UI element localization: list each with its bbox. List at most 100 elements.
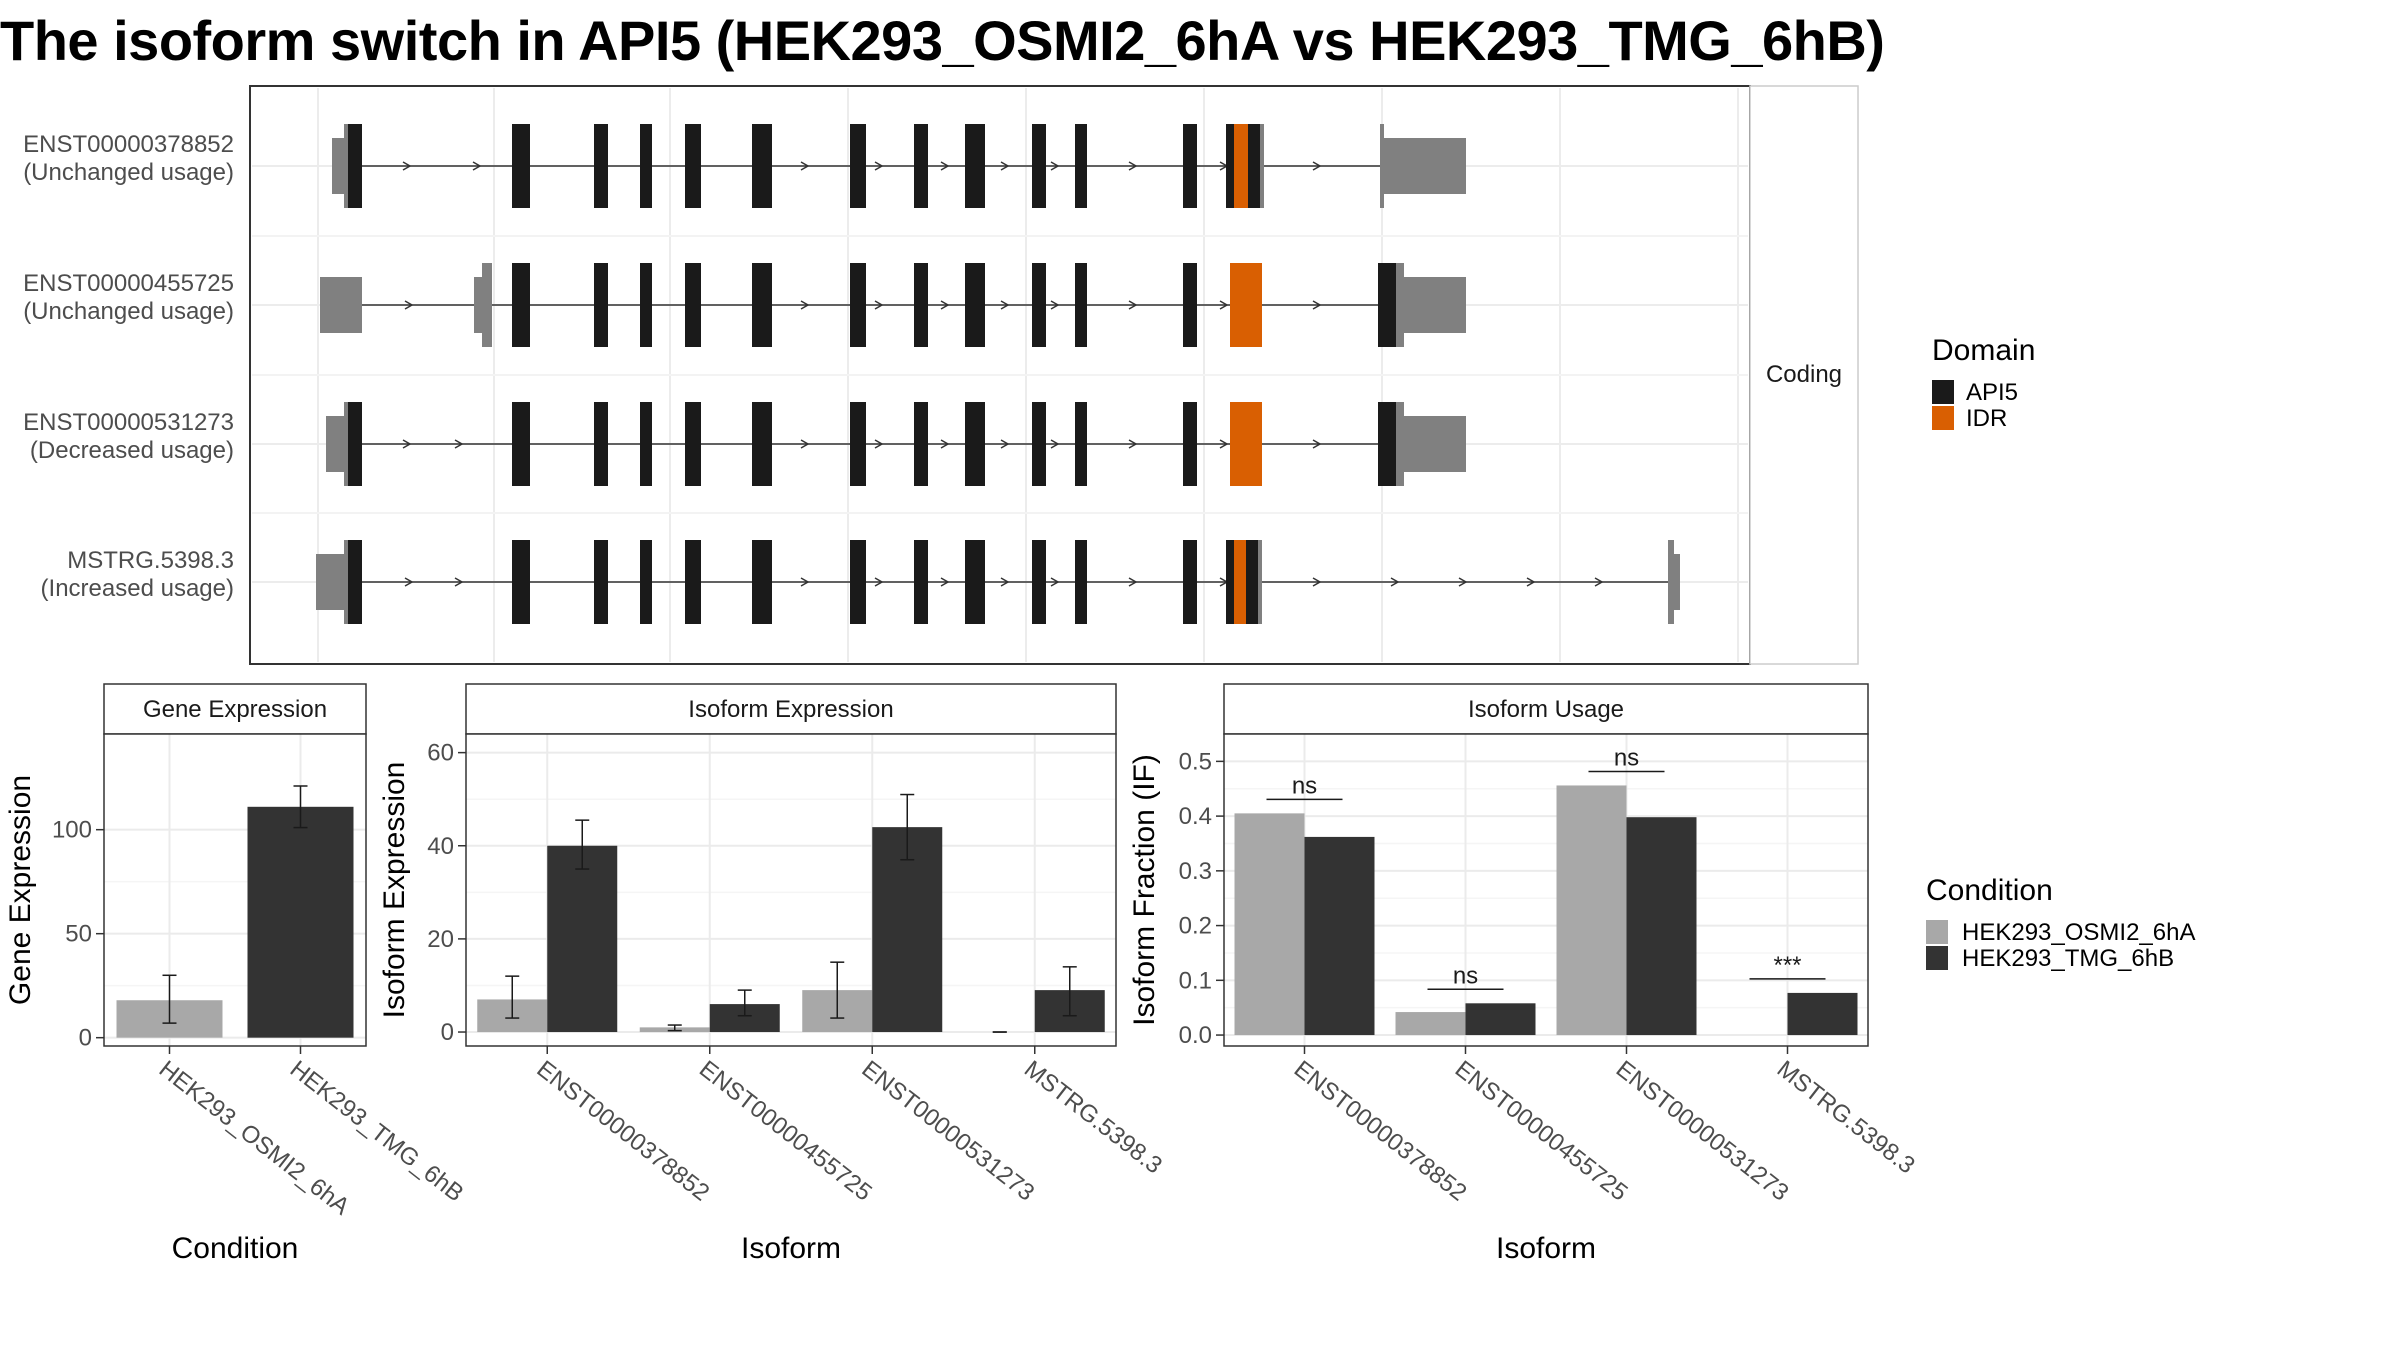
y-axis-title: Gene Expression: [4, 775, 37, 1005]
bar-HEK293_OSMI2_6hA: [1234, 813, 1305, 1036]
strand-arrow: [1312, 439, 1322, 449]
strand-arrow: [940, 300, 950, 310]
strand-arrow: [1050, 439, 1060, 449]
api5-exon: [914, 124, 928, 208]
strand-arrow: [1050, 577, 1060, 587]
api5-exon: [1378, 402, 1396, 486]
idr-exon: [1232, 124, 1248, 208]
utr-exon: [1260, 124, 1264, 208]
strand-arrow: [874, 439, 884, 449]
x-tick-label: ENST00000455725: [1450, 1055, 1633, 1206]
api5-exon: [594, 263, 608, 347]
api5-exon: [1183, 124, 1197, 208]
coding-strip: [1749, 85, 1859, 665]
x-axis-title: Isoform: [741, 1232, 841, 1265]
strand-arrow: [874, 577, 884, 587]
strand-arrow: [940, 439, 950, 449]
y-tick-label: 0.2: [1179, 913, 1212, 940]
idr-exon: [1230, 402, 1262, 486]
utr-edge: [344, 402, 348, 486]
strand-arrow: [1128, 300, 1138, 310]
api5-exon: [850, 402, 866, 486]
api5-exon: [965, 540, 985, 624]
facet-strip-label: Isoform Usage: [1468, 696, 1624, 723]
utr3-block: [1674, 554, 1680, 610]
api5-exon: [1248, 124, 1260, 208]
bar-HEK293_OSMI2_6hA: [1556, 785, 1627, 1036]
api5-exon: [914, 540, 928, 624]
api5-exon: [348, 402, 362, 486]
api5-exon: [752, 402, 772, 486]
bar-HEK293_TMG_6hB: [872, 827, 943, 1033]
utr3-block: [1404, 416, 1466, 472]
api5-exon: [965, 263, 985, 347]
legend-label-tmg: HEK293_TMG_6hB: [1962, 945, 2174, 972]
api5-exon: [914, 263, 928, 347]
y-tick-label: 0: [79, 1025, 92, 1052]
strand-arrow: [874, 300, 884, 310]
api5-exon: [685, 263, 701, 347]
api5-exon: [512, 402, 530, 486]
strand-arrow: [1526, 577, 1536, 587]
bar-HEK293_TMG_6hB: [1626, 817, 1697, 1036]
strand-arrow: [1050, 161, 1060, 171]
x-tick-label: ENST00000455725: [694, 1055, 877, 1206]
strand-arrow: [472, 161, 482, 171]
api5-exon: [640, 540, 652, 624]
condition-legend: Condition HEK293_OSMI2_6hA HEK293_TMG_6h…: [1926, 874, 2195, 972]
x-tick-label: ENST00000378852: [1289, 1055, 1472, 1206]
api5-exon: [1032, 402, 1046, 486]
strand-arrow: [404, 300, 414, 310]
condition-legend-title: Condition: [1926, 874, 2053, 907]
api5-exon: [1183, 402, 1197, 486]
y-tick-label: 40: [427, 833, 454, 860]
api5-exon: [348, 124, 362, 208]
api5-exon: [1075, 540, 1087, 624]
gene-structure-panel: Coding ENST00000378852(Unchanged usage)E…: [23, 85, 1859, 665]
facet-strip-label: Isoform Expression: [688, 696, 893, 723]
api5-exon: [965, 402, 985, 486]
bar-HEK293_TMG_6hB: [1304, 836, 1375, 1036]
strand-arrow: [874, 161, 884, 171]
strand-arrow: [1000, 300, 1010, 310]
strand-arrow: [1312, 577, 1322, 587]
transcript-row-MSTRG.5398.3: [316, 540, 1680, 624]
y-tick-label: 0.1: [1179, 967, 1212, 994]
significance-label: ns: [1614, 744, 1639, 771]
api5-exon: [1226, 124, 1234, 208]
bar-HEK293_TMG_6hB: [247, 806, 354, 1038]
api5-exon: [965, 124, 985, 208]
utr-exon: [482, 263, 492, 347]
x-tick-label: ENST00000531273: [857, 1055, 1040, 1206]
significance-label: ns: [1453, 962, 1478, 989]
api5-exon: [594, 124, 608, 208]
api5-exon: [850, 540, 866, 624]
utr3-block: [1404, 277, 1466, 333]
transcript-row-ENST00000531273: [326, 402, 1466, 486]
api5-exon: [1075, 124, 1087, 208]
transcript-labels: ENST00000378852(Unchanged usage)ENST0000…: [23, 131, 234, 602]
strand-arrow: [1128, 161, 1138, 171]
utr3-block: [1396, 402, 1404, 486]
api5-exon: [1075, 402, 1087, 486]
y-tick-label: 50: [65, 921, 92, 948]
y-tick-label: 100: [52, 817, 92, 844]
y-tick-label: 0.5: [1179, 748, 1212, 775]
y-tick-label: 0.4: [1179, 803, 1212, 830]
utr3-block: [1384, 138, 1466, 194]
y-tick-label: 0.0: [1179, 1022, 1212, 1049]
strand-arrow: [402, 161, 412, 171]
api5-exon: [752, 124, 772, 208]
isoform-usage-panel: Isoform Usage ns ENST00000378852 ns ENST0000…: [1128, 683, 1920, 1265]
x-axis-title: Condition: [172, 1232, 299, 1265]
y-tick-label: 60: [427, 740, 454, 767]
transcript-id-label: ENST00000378852: [23, 131, 234, 158]
utr-exon: [1258, 540, 1262, 624]
strand-arrow: [1000, 577, 1010, 587]
api5-exon: [1226, 540, 1234, 624]
utr3-block: [1668, 540, 1674, 624]
api5-exon: [640, 124, 652, 208]
transcript-usage-label: (Unchanged usage): [23, 159, 234, 186]
utr-exon: [474, 277, 482, 333]
strand-arrow: [1050, 300, 1060, 310]
